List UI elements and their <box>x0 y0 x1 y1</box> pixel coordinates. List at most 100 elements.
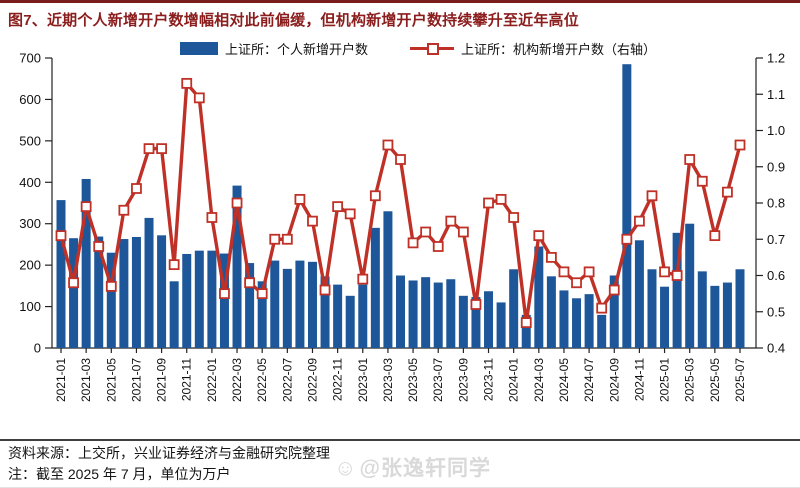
x-axis-label: 2021-11 <box>180 358 194 401</box>
line-marker <box>709 230 721 242</box>
x-axis-label: 2024-11 <box>632 358 646 401</box>
watermark: ☺@张逸轩同学 <box>334 452 491 482</box>
chart-plot: 0 100 200 300 400 500 600 700 0.4 0.5 0.6 0.7 0.8 0.9… <box>19 51 785 403</box>
bar <box>421 277 431 348</box>
line-marker <box>684 154 696 165</box>
figure-title: 图7、近期个人新增开户数增幅相对此前偏缓，但机构新增开户数持续攀升至近年高位 <box>8 12 579 29</box>
x-axis-label: 2023-07 <box>431 358 445 402</box>
x-axis-label: 2022-11 <box>331 358 345 401</box>
bar <box>320 276 330 348</box>
bar <box>458 295 468 348</box>
line-marker <box>294 193 306 205</box>
line-marker <box>244 277 256 289</box>
bar <box>672 232 682 348</box>
bar <box>232 185 242 348</box>
x-axis-label: 2023-05 <box>406 358 420 402</box>
line-marker <box>608 284 620 296</box>
right-axis-label: 1.2 <box>767 51 785 66</box>
legend-item-individual: 上证所：个人新增开户数 <box>179 39 368 58</box>
legend-label-institution: 上证所：机构新增开户数（右轴） <box>461 42 657 57</box>
bar <box>245 263 255 348</box>
right-axis-label: 0.6 <box>767 268 785 283</box>
left-axis-label: 300 <box>19 216 41 231</box>
line-marker <box>420 226 432 238</box>
line-marker <box>118 204 130 216</box>
line-marker <box>596 302 608 314</box>
x-axis-label: 2024-01 <box>507 358 521 402</box>
bar <box>94 236 104 348</box>
bar <box>282 268 292 348</box>
line-marker <box>357 273 369 285</box>
x-axis-label: 2025-07 <box>733 358 747 402</box>
x-axis-label: 2023-11 <box>482 358 496 401</box>
line-marker <box>445 215 457 227</box>
line-marker <box>696 175 708 187</box>
line-marker <box>545 251 557 263</box>
bar <box>572 298 582 348</box>
line-marker <box>143 143 155 155</box>
bar <box>634 240 644 348</box>
right-axis-label: 0.5 <box>767 304 785 319</box>
bar <box>496 302 506 348</box>
x-axis-label: 2024-03 <box>532 358 546 402</box>
right-axis-label: 0.7 <box>767 232 785 247</box>
bar <box>169 281 179 348</box>
line-marker <box>407 237 419 249</box>
left-axis-label: 100 <box>19 299 41 314</box>
line-marker <box>307 215 318 227</box>
x-axis-label: 2022-01 <box>205 358 219 402</box>
bar <box>546 276 556 348</box>
line-marker <box>181 77 193 89</box>
line-marker <box>156 143 167 155</box>
right-axis-label: 1.1 <box>767 87 785 102</box>
line-marker <box>168 259 180 271</box>
line-marker <box>457 226 469 238</box>
x-axis-label: 2023-01 <box>356 358 370 402</box>
bar <box>119 239 129 348</box>
line-marker <box>68 277 79 289</box>
cutoff-note: 注：截至 2025 年 7 月，单位为万户 <box>8 466 231 482</box>
bar-swatch-icon <box>179 42 218 55</box>
line-marker <box>571 277 582 289</box>
x-axis-label: 2023-09 <box>456 358 470 402</box>
line-marker <box>533 230 545 242</box>
line-marker <box>470 299 482 310</box>
line-marker <box>583 266 595 278</box>
line-marker <box>219 288 230 300</box>
bar <box>735 269 745 348</box>
line-marker <box>131 183 142 194</box>
bar <box>69 238 79 348</box>
bar <box>257 281 267 348</box>
smiley-icon: ☺ <box>334 455 358 480</box>
line-marker <box>93 241 105 252</box>
line-marker <box>734 139 746 151</box>
bar <box>710 285 720 348</box>
bar <box>333 284 343 348</box>
bar <box>194 250 204 348</box>
x-axis-label: 2021-09 <box>155 358 169 402</box>
line-marker <box>395 154 406 165</box>
line-marker <box>659 266 670 278</box>
line-marker-icon <box>410 42 454 55</box>
line-marker <box>256 288 268 300</box>
x-axis-label: 2024-05 <box>557 358 571 402</box>
line-marker <box>193 92 205 104</box>
x-axis-label: 2023-03 <box>381 358 395 402</box>
bar <box>219 253 229 348</box>
line-marker <box>483 197 494 209</box>
line-marker <box>621 233 633 245</box>
watermark-text: @张逸轩同学 <box>359 457 491 480</box>
bar <box>157 235 167 348</box>
bar <box>685 223 695 348</box>
line-marker <box>269 233 281 245</box>
line-marker <box>520 317 532 329</box>
left-axis-label: 200 <box>19 258 41 273</box>
line-marker <box>369 190 381 202</box>
right-axis-label: 0.8 <box>767 196 785 211</box>
bar <box>622 64 632 348</box>
bar <box>106 252 116 348</box>
line-marker <box>281 233 293 245</box>
line-marker <box>332 201 344 213</box>
bar <box>722 282 732 348</box>
bar <box>660 286 670 348</box>
